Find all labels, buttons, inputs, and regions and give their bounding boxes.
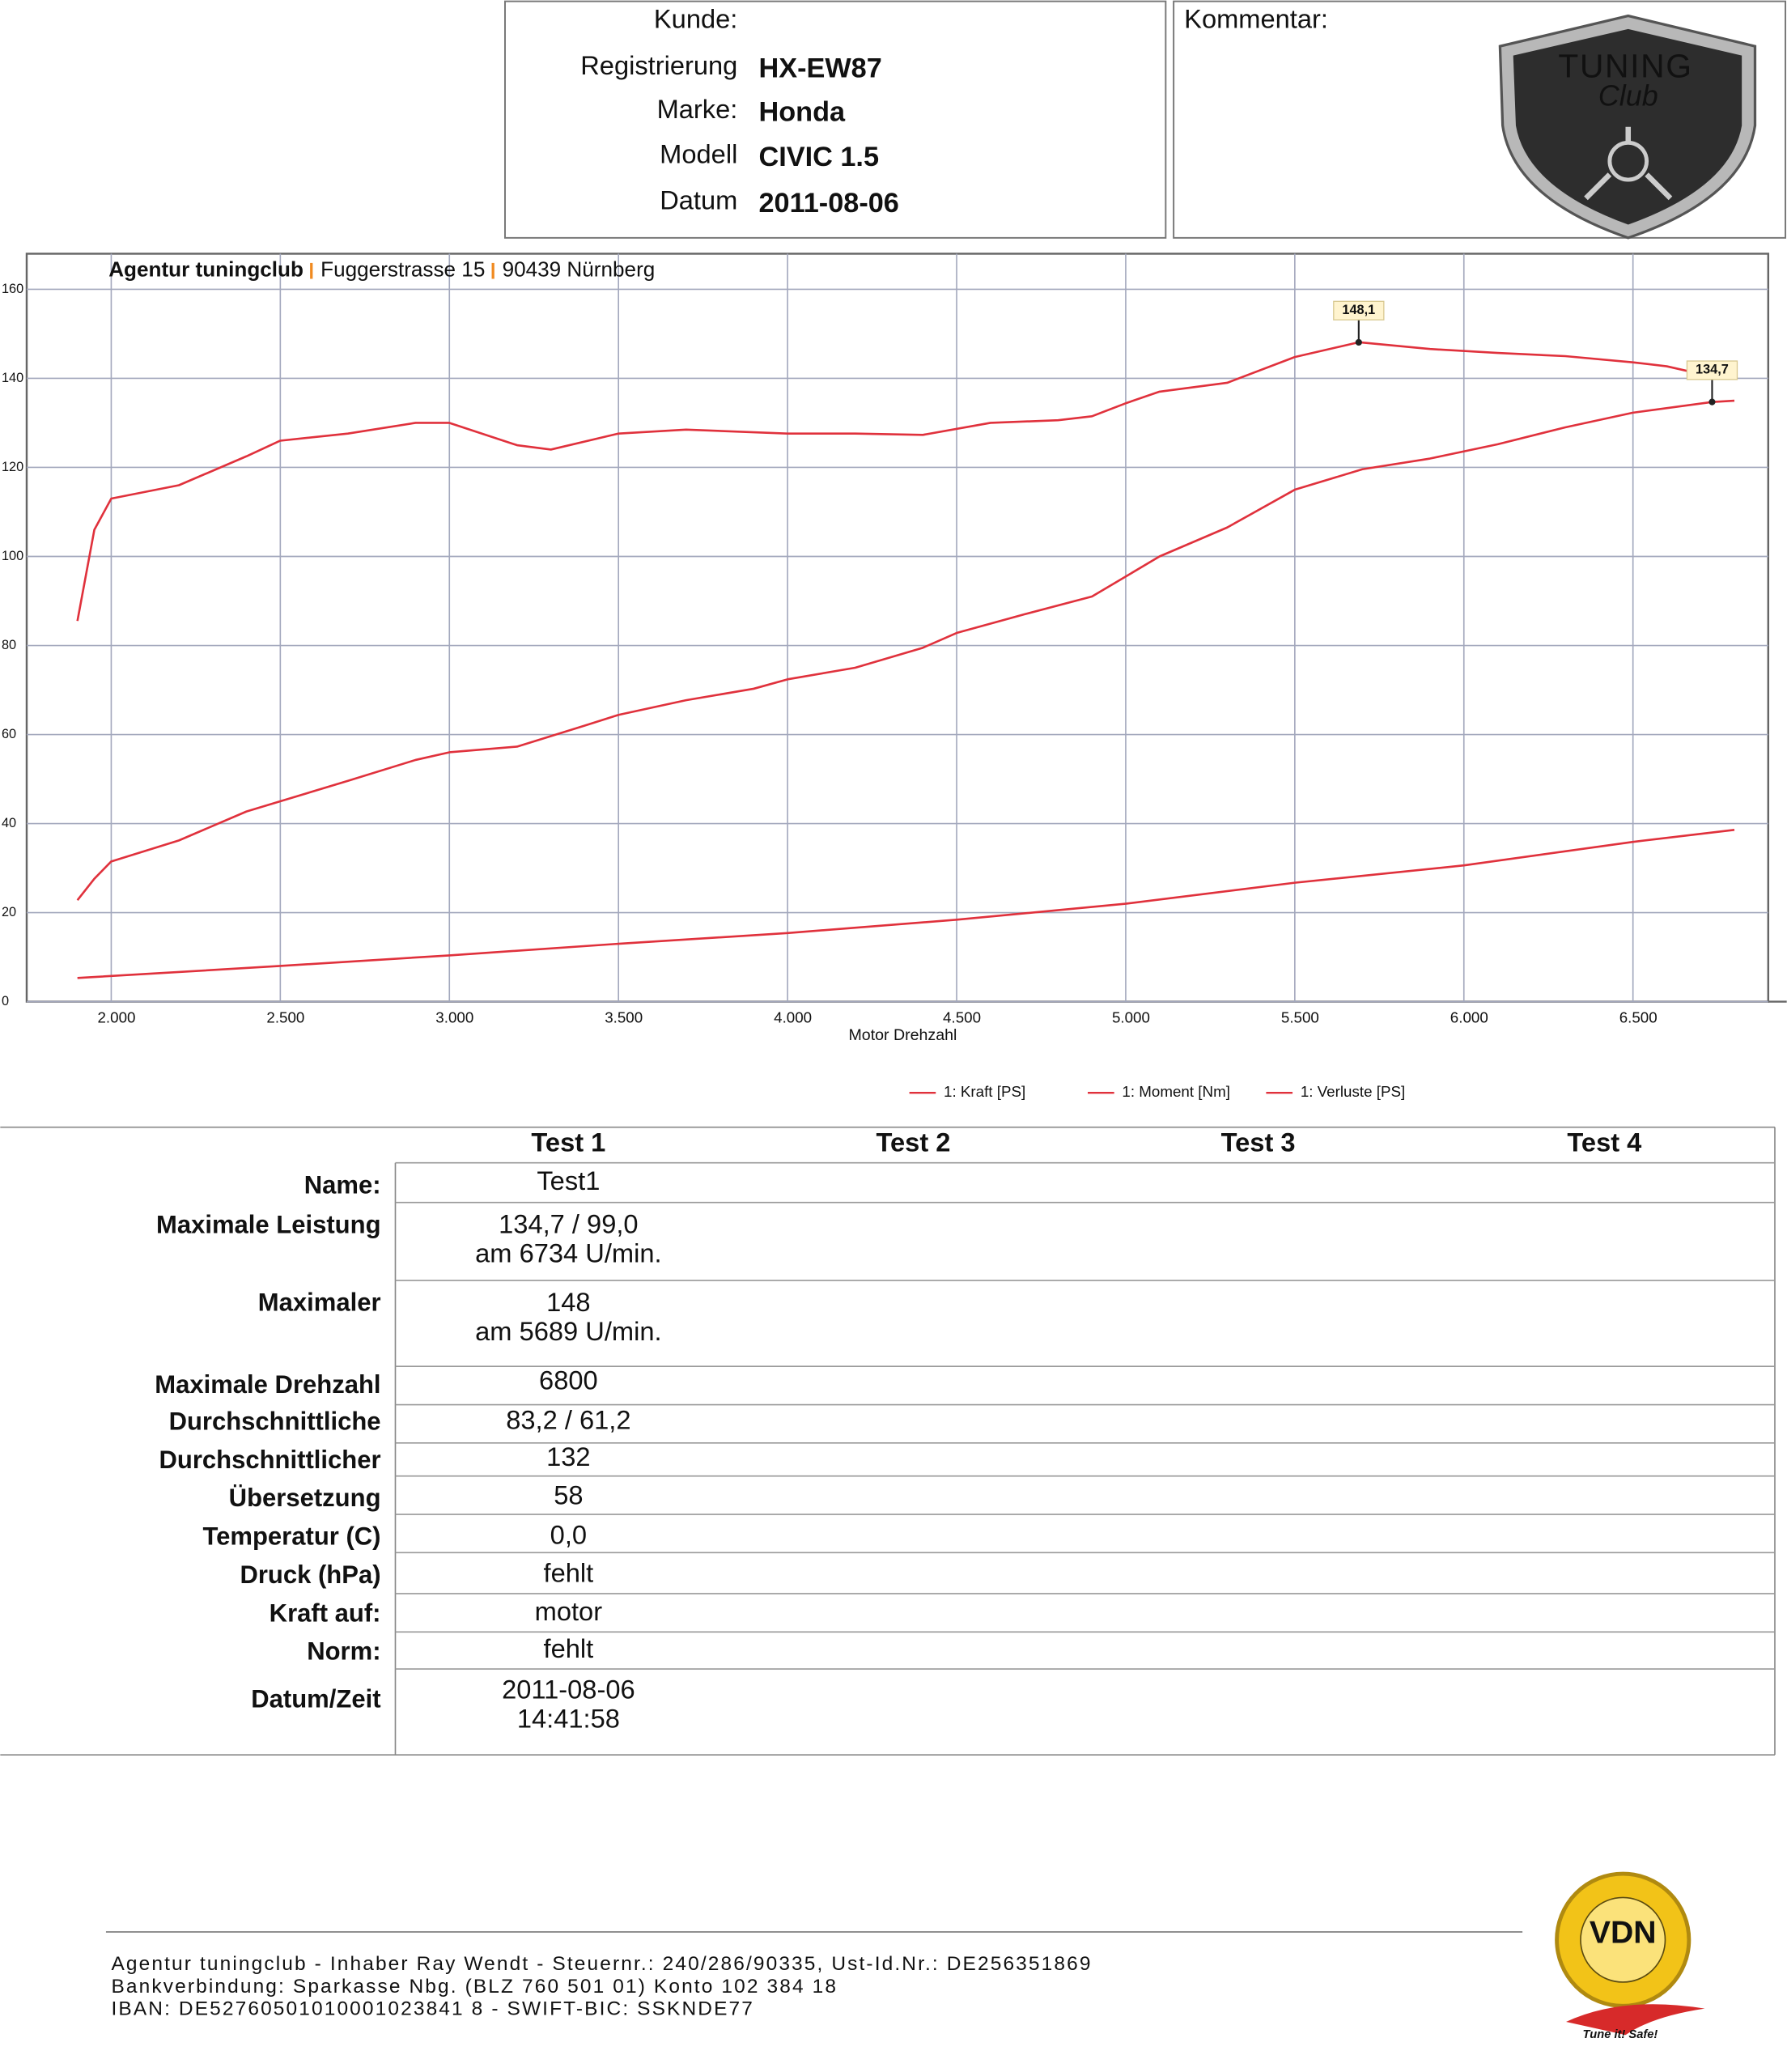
y-tick-label: 100	[2, 549, 23, 563]
row-label: Durchschnittliche	[169, 1408, 381, 1436]
cell-value: 132	[546, 1441, 590, 1471]
cell-value: fehlt	[544, 1633, 594, 1663]
cell-value: 2011-08-06	[502, 1674, 635, 1704]
legend-label: 1: Verluste [PS]	[1301, 1083, 1405, 1100]
header-box	[504, 0, 1167, 239]
field-value: HX-EW87	[758, 53, 881, 84]
results-table-frame	[0, 1126, 1776, 1756]
y-tick-label: 20	[2, 905, 16, 919]
footer-line: Bankverbindung: Sparkasse Nbg. (BLZ 760 …	[111, 1976, 838, 1998]
series-line	[76, 341, 1735, 622]
comment-label: Kommentar:	[1184, 4, 1328, 34]
chart-subtitle: Fuggerstrasse 15	[320, 257, 485, 282]
comment-box	[1173, 0, 1787, 239]
x-tick-label: 3.000	[435, 1009, 473, 1026]
plot-frame	[25, 253, 1770, 1003]
series-line	[76, 399, 1735, 901]
row-label: Norm:	[307, 1637, 380, 1666]
row-label: Name:	[304, 1170, 381, 1199]
y-tick-label: 160	[2, 282, 23, 296]
y-tick-label: 140	[2, 371, 23, 385]
cell-value: 58	[554, 1480, 583, 1509]
logo-title: TUNING	[1558, 48, 1692, 85]
y-tick-label: 120	[2, 460, 23, 474]
annotation-label: 148,1	[1342, 303, 1375, 317]
field-label: Registrierung	[580, 50, 737, 80]
x-tick-label: 5.500	[1281, 1009, 1319, 1026]
annotation-box	[1333, 300, 1385, 321]
chart-subtitle: Agentur tuningclub	[108, 257, 303, 282]
badge-text: VDN	[1590, 1916, 1657, 1951]
tuning-club-logo	[1498, 14, 1757, 240]
field-label: Kunde:	[654, 4, 737, 34]
x-tick-label: 3.500	[605, 1009, 643, 1026]
x-tick-label: 4.500	[943, 1009, 981, 1026]
field-label: Datum	[660, 185, 737, 214]
y-tick-label: 60	[2, 727, 16, 741]
field-label: Modell	[660, 138, 737, 168]
vdn-badge	[1555, 1871, 1705, 2036]
footer-line: IBAN: DE52760501010001023841 8 - SWIFT-B…	[111, 1998, 754, 2020]
legend-label: 1: Kraft [PS]	[944, 1083, 1025, 1100]
row-label: Maximale Leistung	[156, 1210, 381, 1238]
x-tick-label: 6.500	[1619, 1009, 1658, 1026]
row-label: Temperatur (C)	[203, 1522, 381, 1551]
y-tick-label: 80	[2, 638, 16, 652]
footer-line: Agentur tuningclub - Inhaber Ray Wendt -…	[111, 1953, 1092, 1975]
annotation-label: 134,7	[1696, 363, 1729, 377]
column-header: Test 1	[531, 1127, 605, 1157]
column-header: Test 2	[877, 1127, 951, 1157]
x-tick-label: 2.000	[97, 1009, 135, 1026]
logo-subtitle: Club	[1598, 79, 1658, 112]
column-header: Test 3	[1221, 1127, 1296, 1157]
cell-value: 83,2 / 61,2	[506, 1404, 630, 1434]
cell-value: motor	[535, 1596, 603, 1626]
annotation-box	[1686, 360, 1738, 380]
slogan: Tune it! Safe!	[1583, 2028, 1658, 2041]
row-label: Druck (hPa)	[240, 1560, 380, 1589]
cell-value: am 6734 U/min.	[475, 1238, 661, 1268]
cell-value: 6800	[539, 1365, 598, 1395]
row-label: Kraft auf:	[270, 1599, 381, 1627]
row-label: Übersetzung	[229, 1484, 381, 1512]
column-header: Test 4	[1567, 1127, 1641, 1157]
x-tick-label: 6.000	[1450, 1009, 1488, 1026]
chart-subtitle: 90439 Nürnberg	[503, 257, 656, 282]
cell-value: 148	[546, 1287, 590, 1317]
cell-value: 0,0	[550, 1519, 587, 1549]
x-tick-label: 4.000	[774, 1009, 812, 1026]
cell-value: 134,7 / 99,0	[499, 1209, 638, 1239]
field-value: 2011-08-06	[758, 188, 898, 219]
y-tick-label: 0	[2, 994, 9, 1008]
legend-label: 1: Moment [Nm]	[1122, 1083, 1229, 1100]
x-tick-label: 2.500	[266, 1009, 304, 1026]
row-label: Durchschnittlicher	[159, 1446, 380, 1474]
cell-value: 14:41:58	[517, 1703, 620, 1733]
series-line	[77, 829, 1735, 979]
cell-value: Test1	[537, 1166, 600, 1195]
cell-value: fehlt	[544, 1558, 594, 1588]
x-tick-label: 5.000	[1112, 1009, 1150, 1026]
row-label: Maximale Drehzahl	[155, 1370, 380, 1399]
cell-value: am 5689 U/min.	[475, 1316, 661, 1346]
annotation-point	[1708, 398, 1716, 405]
x-axis-title: Motor Drehzahl	[849, 1026, 957, 1044]
row-label: Maximaler	[258, 1289, 381, 1317]
field-value: CIVIC 1.5	[758, 142, 879, 172]
field-label: Marke:	[657, 94, 738, 124]
row-label: Datum/Zeit	[251, 1684, 380, 1713]
y-tick-label: 40	[2, 816, 16, 830]
field-value: Honda	[758, 96, 846, 127]
annotation-point	[1355, 338, 1362, 346]
